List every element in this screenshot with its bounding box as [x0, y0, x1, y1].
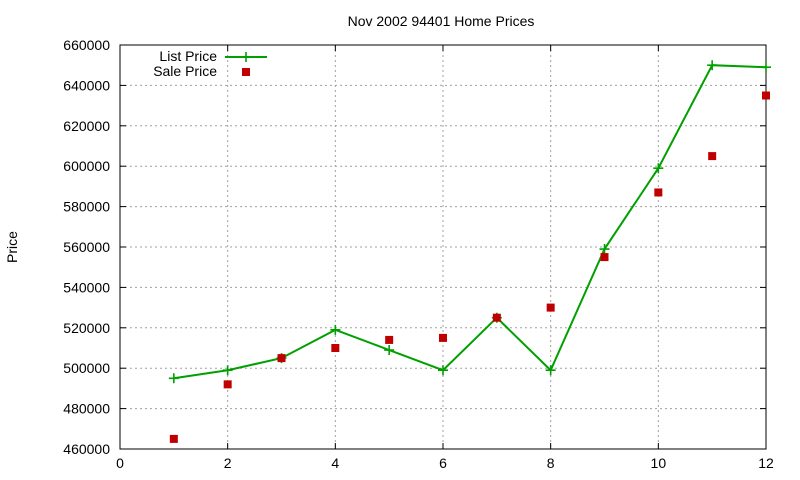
data-point-list-price	[707, 60, 718, 71]
legend: List Price Sale Price	[153, 48, 267, 79]
x-tick-label: 4	[331, 455, 339, 471]
x-tick-label: 6	[439, 455, 447, 471]
data-point-list-price	[653, 163, 664, 174]
x-tick-label: 12	[758, 455, 774, 471]
data-point-sale-price	[439, 333, 447, 342]
data-point-sale-price	[708, 152, 717, 161]
data-point-sale-price	[277, 354, 286, 363]
series-list-price	[168, 60, 771, 384]
data-point-list-price	[545, 365, 556, 376]
data-point-sale-price	[492, 313, 501, 322]
x-tick-label: 0	[116, 455, 124, 471]
data-point-sale-price	[762, 91, 770, 100]
data-point-sale-price	[546, 303, 555, 312]
series-sale-price	[169, 91, 770, 443]
legend-label-list-price: List Price	[159, 48, 217, 64]
data-point-list-price	[384, 345, 395, 356]
data-point-sale-price	[223, 380, 232, 389]
x-tick-label: 10	[651, 455, 667, 471]
data-point-sale-price	[331, 344, 340, 352]
data-point-sale-price	[654, 188, 663, 197]
y-tick-label: 640000	[63, 77, 110, 93]
data-point-list-price	[438, 365, 448, 376]
y-tick-label: 500000	[63, 360, 110, 376]
y-tick-label: 540000	[63, 279, 110, 295]
y-tick-label: 600000	[63, 158, 110, 174]
x-tick-label: 8	[547, 455, 555, 471]
data-point-sale-price	[385, 335, 394, 344]
y-tick-label: 620000	[63, 118, 110, 134]
y-tick-label: 460000	[63, 441, 110, 457]
legend-marker-sale-price	[242, 68, 250, 76]
x-tick-label: 2	[224, 455, 232, 471]
y-tick-label: 580000	[63, 199, 110, 215]
data-point-list-price	[168, 373, 179, 384]
legend-label-sale-price: Sale Price	[153, 63, 217, 79]
grid-layer	[120, 45, 766, 449]
chart-title: Nov 2002 94401 Home Prices	[348, 13, 535, 29]
y-tick-label: 480000	[63, 401, 110, 417]
y-tick-label: 560000	[63, 239, 110, 255]
y-tick-label: 660000	[63, 37, 110, 53]
data-point-list-price	[761, 62, 771, 73]
legend-marker-list-price	[241, 52, 251, 62]
data-point-sale-price	[169, 434, 178, 443]
data-point-list-price	[599, 244, 610, 255]
tick-layer: 0 2 4 6 8 10 12 460000 480000 500000 520000 540000 5…	[63, 37, 774, 471]
y-axis-label: Price	[4, 231, 20, 263]
data-point-sale-price	[600, 253, 609, 262]
series-layer	[168, 60, 771, 443]
data-point-list-price	[222, 365, 233, 376]
series-line-list-price	[173, 64, 767, 380]
data-point-list-price	[330, 324, 341, 335]
y-tick-label: 520000	[63, 320, 110, 336]
